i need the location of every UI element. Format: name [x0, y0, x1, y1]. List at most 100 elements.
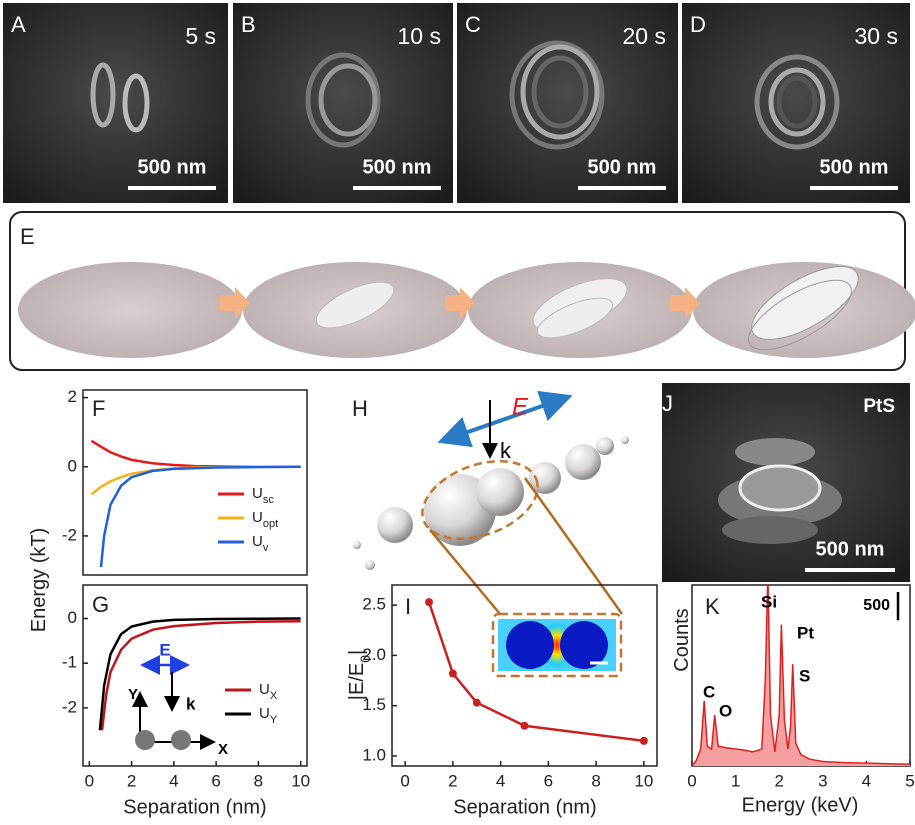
scale-bar-label: 500 nm	[588, 156, 657, 178]
scale-bar-label: 500 nm	[816, 538, 885, 560]
legend-sub: opt	[263, 518, 278, 530]
scale-bar-label: 500 nm	[820, 156, 889, 178]
panel-label: A	[11, 12, 26, 37]
y-axis-label: Energy (kT)	[28, 528, 50, 632]
y-axis-label-sub: 0	[357, 655, 373, 663]
particle	[171, 730, 191, 750]
scale-bar-label: 500	[863, 597, 890, 614]
y-tick-label: 0	[68, 608, 77, 627]
peak-label: S	[799, 666, 810, 685]
legend-sub: sc	[263, 494, 275, 506]
legend-name: U	[259, 705, 270, 722]
data-line	[91, 441, 300, 467]
y-axis-label-end: |	[346, 650, 368, 655]
legend-entry: UY	[259, 705, 278, 726]
panel-label: E	[20, 224, 35, 249]
x-tick-label: 4	[862, 771, 871, 790]
particle	[135, 730, 155, 750]
x-tick-label: 8	[591, 771, 600, 790]
plot-frame	[83, 585, 307, 766]
x-tick-label: 4	[496, 771, 505, 790]
panel-label: F	[92, 396, 105, 421]
legend-entry: Uopt	[252, 509, 278, 530]
x-tick-label: 8	[254, 771, 263, 790]
x-axis-label: Energy (keV)	[742, 794, 859, 816]
data-point	[425, 598, 433, 606]
panel-label: J	[662, 391, 673, 416]
plot-frame	[83, 390, 307, 575]
legend-entry: Uv	[252, 533, 269, 554]
time-label: 10 s	[398, 23, 441, 49]
panel-label: H	[352, 396, 368, 421]
chart: K 0 1 2 3 4 5 Energy (keV) Counts CO Si Pt S 500	[671, 574, 914, 817]
legend-name: U	[259, 681, 270, 698]
time-label: 5 s	[185, 23, 216, 49]
data-point	[449, 669, 457, 677]
data-line	[91, 467, 300, 495]
x-tick-label: 6	[211, 771, 220, 790]
y-tick-label: -2	[62, 697, 77, 716]
panel-label: C	[465, 12, 481, 37]
x-tick-label: 1	[731, 771, 740, 790]
x-tick-label: 10	[634, 771, 653, 790]
field-label: E	[512, 393, 529, 420]
material-label: PtS	[863, 396, 895, 417]
x-tick-label: 0	[85, 771, 94, 790]
legend-entry: Usc	[252, 485, 274, 506]
legend-name: U	[252, 509, 263, 526]
panel-label: D	[690, 12, 706, 37]
figure: E H E k	[0, 0, 915, 825]
legend-name: U	[252, 485, 263, 502]
wavevector-label: k	[500, 438, 512, 463]
legend-sub: Y	[270, 714, 278, 726]
legend-sub: v	[263, 542, 269, 554]
y-tick-label: -1	[62, 653, 77, 672]
wavevector-label: k	[186, 694, 196, 713]
y-tick-label: 2.5	[362, 595, 386, 614]
peak-label: O	[719, 701, 732, 720]
y-tick-label: -2	[62, 525, 77, 544]
data-line	[101, 467, 301, 567]
scale-bar-label: 500 nm	[363, 156, 432, 178]
chart: G0-1-20246810Separation (nm)UXUYEkYX	[62, 585, 310, 818]
peak-label: Si	[761, 592, 777, 611]
x-tick-label: 10	[291, 771, 310, 790]
peak-label: Pt	[797, 623, 814, 642]
y-tick-label: 0	[68, 456, 77, 475]
scale-bar-label: 500 nm	[138, 156, 207, 178]
x-tick-label: 4	[169, 771, 178, 790]
x-tick-label: 0	[400, 771, 409, 790]
x-axis-label: Separation (nm)	[123, 796, 266, 818]
panel-label: G	[92, 592, 109, 617]
particle-chain	[353, 398, 629, 614]
x-tick-label: 2	[774, 771, 783, 790]
y-axis-label-text: |E/E	[346, 663, 368, 700]
y-axis-name: Y	[128, 686, 138, 703]
field-map-inset	[493, 614, 621, 676]
y-axis-label: |E/E0|	[346, 650, 372, 700]
y-tick-label: 2	[68, 387, 77, 406]
time-label: 30 s	[855, 23, 898, 49]
panel-label: B	[241, 12, 256, 37]
y-axis-label: Counts	[671, 608, 693, 671]
x-axis-label: Separation (nm)	[453, 796, 596, 818]
x-tick-label: 3	[818, 771, 827, 790]
x-axis-name: X	[218, 741, 228, 758]
peak-label: C	[703, 682, 715, 701]
time-label: 20 s	[623, 23, 666, 49]
panel-label: K	[705, 594, 720, 619]
y-axis-label-text: Energy (kT)	[28, 528, 50, 632]
data-point	[640, 737, 648, 745]
y-tick-label: 1.0	[362, 745, 386, 764]
x-tick-label: 2	[127, 771, 136, 790]
data-point	[473, 699, 481, 707]
x-tick-label: 5	[905, 771, 914, 790]
legend-name: U	[252, 533, 263, 550]
x-tick-label: 2	[448, 771, 457, 790]
panel-label: I	[405, 594, 411, 619]
x-tick-label: 6	[544, 771, 553, 790]
field-label: E	[159, 640, 170, 659]
x-tick-label: 0	[687, 771, 696, 790]
y-axis-label-text: Counts	[671, 608, 693, 671]
